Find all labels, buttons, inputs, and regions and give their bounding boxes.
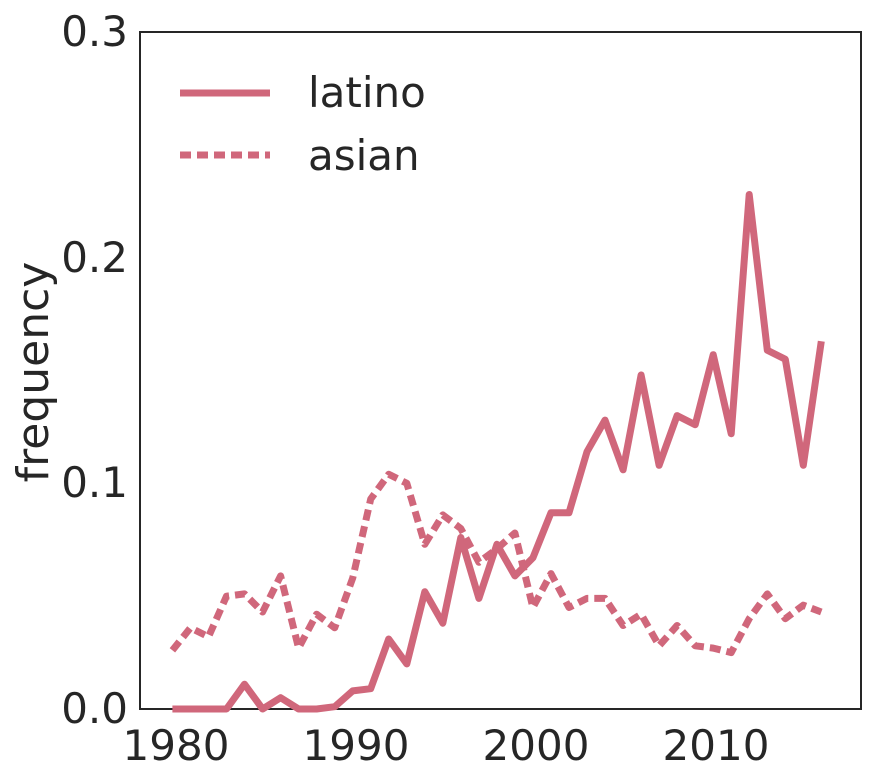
y-tick-label: 0.2	[61, 233, 128, 282]
series-line-asian	[169, 470, 823, 657]
legend-label-asian: asian	[308, 131, 420, 180]
y-tick-label: 0.0	[61, 684, 128, 733]
x-tick-label: 1980	[123, 721, 230, 770]
y-axis: 0.0 0.1 0.2 0.3	[61, 7, 128, 733]
x-tick-label: 2010	[663, 721, 770, 770]
plot-area	[139, 31, 862, 710]
x-axis: 1980 1990 2000 2010	[123, 721, 770, 770]
x-tick-label: 2000	[483, 721, 590, 770]
y-tick-label: 0.1	[61, 458, 128, 507]
x-tick-label: 1990	[303, 721, 410, 770]
y-tick-label: 0.3	[61, 7, 128, 56]
series-layer	[169, 191, 825, 713]
legend: latino asian	[180, 68, 426, 180]
y-axis-label: frequency	[8, 262, 59, 483]
legend-label-latino: latino	[308, 68, 426, 117]
